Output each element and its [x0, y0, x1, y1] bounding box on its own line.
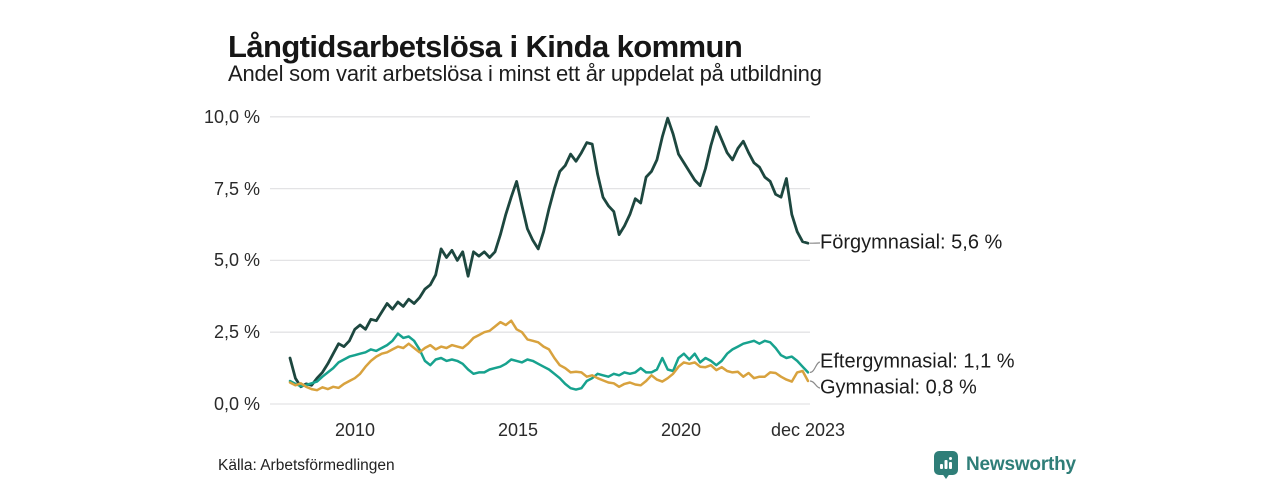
y-axis-tick-label: 7,5 %: [213, 178, 260, 199]
y-axis-tick-label: 2,5 %: [213, 322, 260, 343]
series-line-gymnasial: [288, 319, 810, 392]
newsworthy-logo-icon: [934, 451, 958, 479]
newsworthy-brand-text: Newsworthy: [966, 454, 1076, 475]
page-subtitle: Andel som varit arbetslösa i minst ett å…: [228, 61, 822, 86]
x-axis-tick-label: 2015: [497, 420, 539, 440]
series-line-eftergymnasial: [288, 332, 810, 391]
x-axis-tick-label: dec 2023: [770, 420, 846, 440]
series-line-förgymnasial: [288, 116, 810, 389]
series-end-label-förgymnasial: Förgymnasial: 5,6 %: [820, 231, 1003, 254]
source-note: Källa: Arbetsförmedlingen: [218, 457, 395, 474]
y-axis-tick-label: 10,0 %: [203, 106, 260, 127]
x-axis-tick-label: 2010: [334, 420, 376, 440]
x-axis-tick-label: 2020: [660, 420, 702, 440]
newsworthy-brand[interactable]: Newsworthy: [934, 451, 1076, 479]
series-end-label-gymnasial: Gymnasial: 0,8 %: [820, 376, 977, 399]
page-title: Långtidsarbetslösa i Kinda kommun: [228, 28, 743, 64]
y-axis-tick-label: 0,0 %: [213, 394, 260, 414]
label-connector-line: [809, 380, 821, 389]
label-connector-line: [809, 361, 821, 373]
series-end-label-eftergymnasial: Eftergymnasial: 1,1 %: [820, 350, 1015, 373]
y-axis-tick-label: 5,0 %: [213, 250, 260, 271]
